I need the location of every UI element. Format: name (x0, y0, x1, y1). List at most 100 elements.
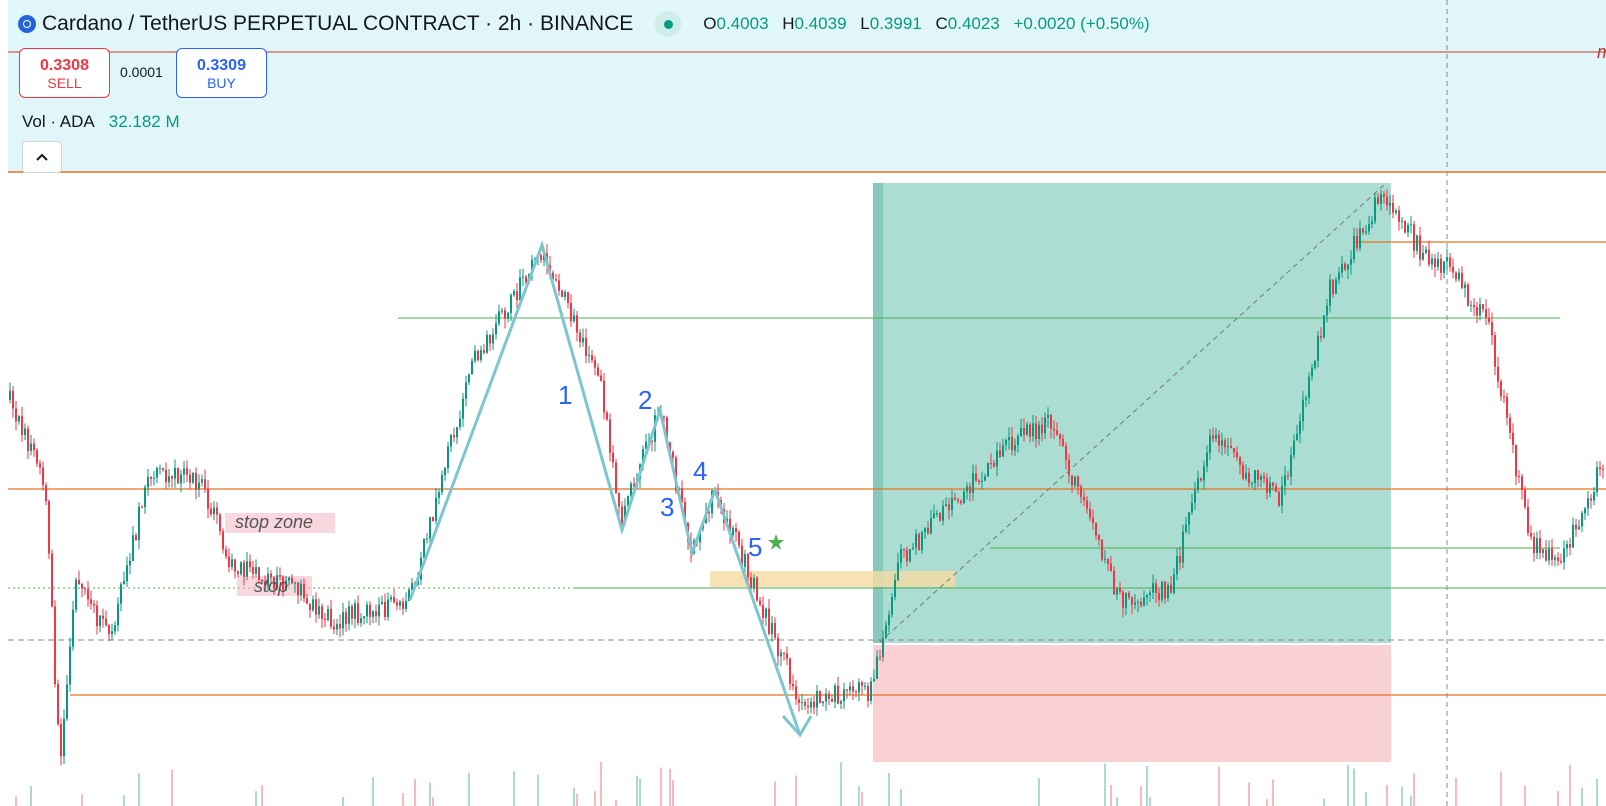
candle-body (780, 652, 782, 657)
wave-label-5[interactable]: 5 (748, 532, 763, 562)
candle-body (1179, 556, 1181, 563)
volume-legend[interactable]: Vol · ADA 32.182 M (16, 108, 186, 136)
candle-body (255, 567, 257, 574)
candle-body (1083, 497, 1085, 501)
candle-body (1470, 305, 1472, 307)
candle-body (744, 554, 746, 567)
candle-body (1506, 396, 1508, 418)
candle-body (969, 486, 971, 493)
candle-body (348, 606, 350, 624)
candle-body (1131, 597, 1133, 605)
candle-body (1329, 279, 1331, 306)
candle-body (1113, 570, 1115, 595)
open-label: O (703, 14, 717, 33)
wave-label-1[interactable]: 1 (558, 380, 573, 410)
candle-body (831, 698, 833, 702)
stop-zone-label[interactable]: stop zone (235, 512, 314, 532)
volume-bar (1140, 786, 1142, 806)
candle-body (1437, 258, 1439, 267)
collapse-button[interactable] (22, 141, 62, 173)
candle-body (1572, 524, 1574, 548)
candle-body (1008, 437, 1010, 441)
candle-body (345, 612, 347, 624)
candle-body (1086, 500, 1088, 509)
candle-body (369, 604, 371, 617)
candle-body (114, 625, 116, 632)
candle-body (1314, 360, 1316, 368)
change-value: +0.0020 (+0.50%) (1013, 14, 1150, 33)
candle-body (609, 419, 611, 453)
candle-body (1116, 588, 1118, 595)
candle-body (165, 469, 167, 483)
candle-body (396, 602, 398, 606)
market-status-icon[interactable] (655, 11, 682, 37)
candle-body (465, 382, 467, 399)
candle-body (966, 486, 968, 492)
candle-body (540, 255, 542, 261)
candle-body (1344, 263, 1346, 270)
candle-body (1206, 452, 1208, 467)
candle-body (450, 435, 452, 447)
candle-body (1272, 482, 1274, 486)
candle-body (867, 685, 869, 701)
candle-body (366, 604, 368, 617)
candle-body (1581, 513, 1583, 527)
candle-body (768, 608, 770, 634)
candle-body (1488, 317, 1490, 323)
candle-body (1290, 455, 1292, 477)
candle-body (1071, 475, 1073, 486)
candle-body (375, 611, 377, 617)
wave-label-3[interactable]: 3 (660, 492, 675, 522)
candle-body (1242, 464, 1244, 479)
candle-body (1365, 231, 1367, 233)
volume-bar (1410, 795, 1412, 806)
volume-bar (1272, 779, 1274, 806)
candle-body (951, 497, 953, 510)
cardano-logo-icon[interactable] (18, 15, 36, 33)
target-zone (873, 183, 1391, 643)
volume-bar (138, 773, 140, 806)
candle-body (279, 575, 281, 577)
volume-bar (372, 777, 374, 806)
candle-body (159, 468, 161, 470)
volume-bar (573, 787, 575, 806)
candle-body (75, 579, 77, 610)
candle-body (45, 485, 47, 502)
candle-body (879, 656, 881, 658)
candle-body (552, 272, 554, 280)
candle-body (90, 599, 92, 604)
candle-body (1593, 492, 1595, 501)
candle-body (1413, 224, 1415, 251)
candle-body (1287, 475, 1289, 477)
volume-bar (1455, 777, 1457, 806)
candle-body (576, 315, 578, 333)
wave-label-4[interactable]: 4 (693, 456, 708, 486)
buy-button[interactable]: 0.3309 BUY (176, 48, 267, 98)
candle-body (360, 618, 362, 624)
volume-bar (615, 799, 617, 806)
candle-body (729, 518, 731, 536)
volume-bar (1413, 773, 1415, 806)
candle-body (138, 506, 140, 541)
candle-body (504, 310, 506, 319)
candle-body (834, 685, 836, 702)
candle-body (777, 637, 779, 657)
candle-body (1434, 258, 1436, 267)
candle-body (612, 452, 614, 463)
candle-body (252, 567, 254, 574)
candle-body (111, 631, 113, 634)
candle-body (828, 693, 830, 699)
symbol-title[interactable]: Cardano / TetherUS PERPETUAL CONTRACT · … (42, 12, 634, 35)
candle-body (1422, 252, 1424, 260)
candle-body (432, 517, 434, 522)
candle-body (132, 535, 134, 561)
candle-body (429, 517, 431, 539)
volume-bar (636, 775, 638, 806)
sell-button[interactable]: 0.3308 SELL (19, 48, 110, 98)
wave-label-2[interactable]: 2 (638, 385, 653, 415)
stop-label[interactable]: stop (254, 576, 289, 596)
candle-body (351, 606, 353, 619)
volume-bar (861, 792, 863, 806)
